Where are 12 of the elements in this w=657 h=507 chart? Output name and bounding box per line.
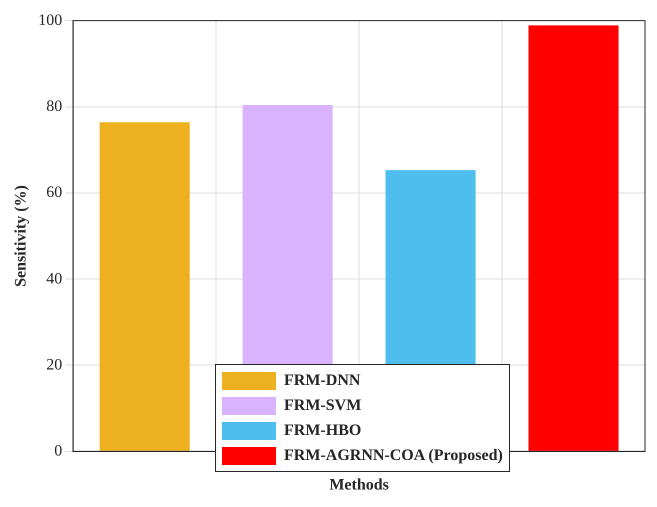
y-axis-title: Sensitivity (%) [12, 185, 30, 287]
y-tick-label: 60 [46, 184, 62, 202]
y-tick-label: 100 [38, 12, 62, 29]
y-tick-label: 0 [54, 442, 62, 460]
y-tick-label: 80 [46, 98, 62, 115]
x-axis-title: Methods [329, 476, 389, 494]
legend-label: FRM-HBO [284, 422, 362, 440]
legend-label: FRM-AGRNN-COA (Proposed) [284, 446, 503, 464]
y-tick-label: 40 [46, 270, 62, 288]
y-tick-label: 20 [46, 356, 62, 374]
legend-label: FRM-DNN [284, 372, 360, 390]
legend-label: FRM-SVM [284, 396, 362, 414]
